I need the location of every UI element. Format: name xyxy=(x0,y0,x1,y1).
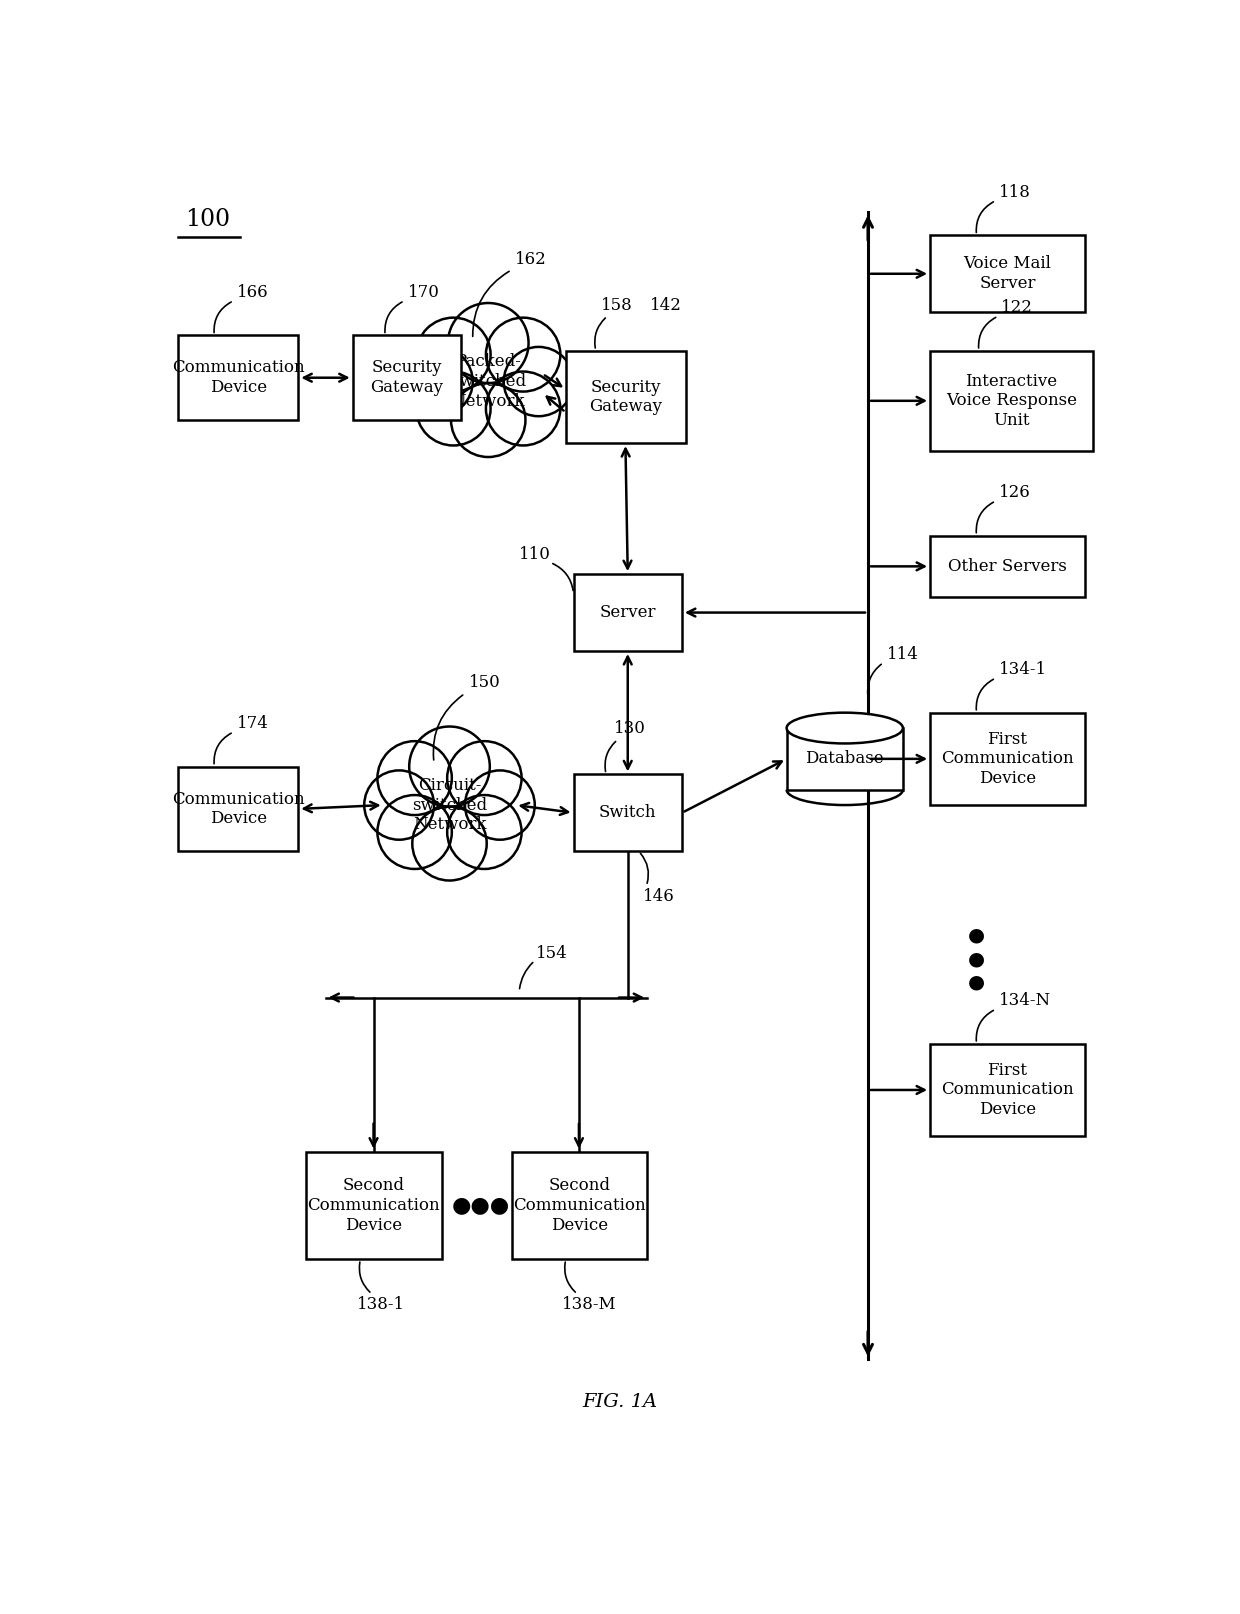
Text: Voice Mail
Server: Voice Mail Server xyxy=(963,255,1052,292)
Text: First
Communication
Device: First Communication Device xyxy=(941,731,1074,788)
Text: Database: Database xyxy=(806,751,884,767)
Text: 138-M: 138-M xyxy=(562,1296,616,1314)
Text: Security
Gateway: Security Gateway xyxy=(371,360,444,395)
Text: 162: 162 xyxy=(516,250,547,268)
FancyBboxPatch shape xyxy=(573,775,682,851)
Text: ●: ● xyxy=(968,951,985,968)
Circle shape xyxy=(417,318,491,392)
Text: Packed-
switched
Network: Packed- switched Network xyxy=(450,353,526,410)
FancyBboxPatch shape xyxy=(306,1151,441,1259)
FancyBboxPatch shape xyxy=(352,336,461,420)
Text: ●: ● xyxy=(968,926,985,944)
Text: 138-1: 138-1 xyxy=(357,1296,404,1314)
Text: 122: 122 xyxy=(1002,299,1033,316)
Text: 174: 174 xyxy=(237,715,269,733)
Text: Security
Gateway: Security Gateway xyxy=(589,379,662,415)
Text: Switch: Switch xyxy=(599,804,656,822)
FancyBboxPatch shape xyxy=(786,728,903,789)
Text: 134-1: 134-1 xyxy=(999,662,1047,678)
FancyBboxPatch shape xyxy=(930,536,1085,597)
Circle shape xyxy=(445,339,531,424)
Text: FIG. 1A: FIG. 1A xyxy=(583,1393,657,1411)
Text: 150: 150 xyxy=(469,675,501,691)
Circle shape xyxy=(412,807,486,881)
Circle shape xyxy=(448,303,528,383)
FancyBboxPatch shape xyxy=(511,1151,647,1259)
Circle shape xyxy=(407,763,492,847)
Text: ●●●: ●●● xyxy=(451,1194,510,1217)
Text: 158: 158 xyxy=(601,297,632,315)
Ellipse shape xyxy=(786,713,903,744)
Text: 126: 126 xyxy=(999,484,1030,500)
Circle shape xyxy=(465,770,534,839)
Text: 154: 154 xyxy=(536,944,568,962)
Text: Communication
Device: Communication Device xyxy=(172,360,305,395)
Circle shape xyxy=(486,318,560,392)
Circle shape xyxy=(503,347,573,416)
Text: 170: 170 xyxy=(408,284,439,300)
Text: 110: 110 xyxy=(520,546,551,563)
FancyBboxPatch shape xyxy=(930,236,1085,312)
Circle shape xyxy=(448,796,522,868)
Circle shape xyxy=(486,371,560,445)
Text: Second
Communication
Device: Second Communication Device xyxy=(513,1177,646,1233)
FancyBboxPatch shape xyxy=(179,767,299,851)
Circle shape xyxy=(365,770,434,839)
Text: 142: 142 xyxy=(650,297,682,315)
Text: Communication
Device: Communication Device xyxy=(172,791,305,828)
Text: Second
Communication
Device: Second Communication Device xyxy=(308,1177,440,1233)
Circle shape xyxy=(377,796,451,868)
Text: 146: 146 xyxy=(642,888,675,905)
Circle shape xyxy=(417,371,491,445)
FancyBboxPatch shape xyxy=(930,350,1092,450)
Text: Interactive
Voice Response
Unit: Interactive Voice Response Unit xyxy=(946,373,1076,429)
Circle shape xyxy=(451,383,526,457)
Text: First
Communication
Device: First Communication Device xyxy=(941,1062,1074,1119)
FancyBboxPatch shape xyxy=(930,1044,1085,1136)
Text: Other Servers: Other Servers xyxy=(949,558,1066,575)
FancyBboxPatch shape xyxy=(179,336,299,420)
Text: 118: 118 xyxy=(999,184,1030,200)
Text: 130: 130 xyxy=(614,720,646,738)
Circle shape xyxy=(377,741,451,815)
FancyBboxPatch shape xyxy=(565,350,686,444)
FancyBboxPatch shape xyxy=(573,575,682,650)
Text: Circuit-
switched
Network: Circuit- switched Network xyxy=(412,776,487,833)
Text: Server: Server xyxy=(599,604,656,621)
Text: 114: 114 xyxy=(887,646,919,663)
Circle shape xyxy=(403,347,472,416)
Text: 166: 166 xyxy=(237,284,268,300)
Text: 100: 100 xyxy=(185,208,231,231)
Text: ●: ● xyxy=(968,973,985,991)
Circle shape xyxy=(409,726,490,807)
FancyBboxPatch shape xyxy=(930,713,1085,805)
Text: 134-N: 134-N xyxy=(999,993,1052,1009)
Circle shape xyxy=(448,741,522,815)
